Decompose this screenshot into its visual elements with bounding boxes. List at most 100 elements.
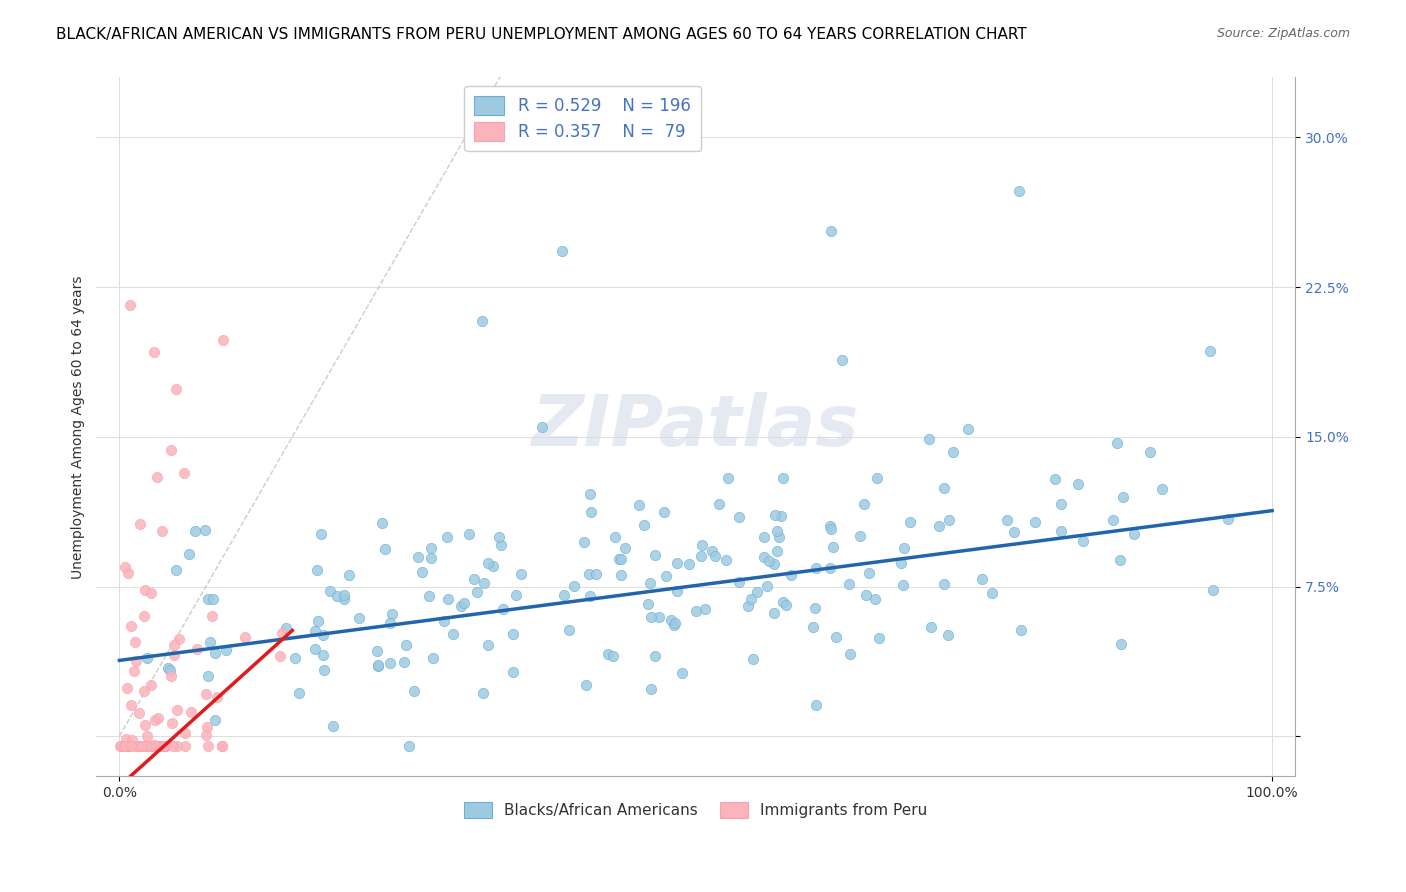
Point xyxy=(489,538,512,552)
Point xyxy=(233,630,256,644)
Point xyxy=(957,422,980,436)
Point xyxy=(820,522,842,536)
Point xyxy=(108,739,131,754)
Point xyxy=(143,345,166,359)
Point xyxy=(1139,445,1161,459)
Point xyxy=(603,530,626,544)
Point xyxy=(305,563,328,577)
Point xyxy=(115,731,138,746)
Point xyxy=(132,609,155,624)
Point xyxy=(125,739,148,754)
Point xyxy=(1202,582,1225,597)
Point xyxy=(163,638,186,652)
Point xyxy=(157,661,180,675)
Point xyxy=(769,508,792,523)
Point xyxy=(1102,513,1125,527)
Point xyxy=(853,497,876,511)
Point xyxy=(184,524,207,538)
Point xyxy=(132,684,155,698)
Point xyxy=(165,382,187,396)
Point xyxy=(179,547,201,561)
Point xyxy=(155,739,177,754)
Point xyxy=(685,604,707,618)
Point xyxy=(804,698,827,713)
Point xyxy=(135,739,157,754)
Point xyxy=(436,530,458,544)
Point xyxy=(159,663,181,677)
Point xyxy=(142,739,165,753)
Point xyxy=(288,686,311,700)
Point xyxy=(707,497,730,511)
Point xyxy=(702,544,724,558)
Point xyxy=(346,781,368,796)
Point xyxy=(763,508,786,522)
Point xyxy=(441,627,464,641)
Point xyxy=(135,739,157,754)
Point xyxy=(472,686,495,700)
Point xyxy=(121,732,143,747)
Point xyxy=(114,739,136,754)
Point xyxy=(134,583,156,598)
Point xyxy=(114,560,136,574)
Point xyxy=(125,654,148,668)
Point xyxy=(936,627,959,641)
Point xyxy=(215,643,238,657)
Point xyxy=(163,648,186,662)
Point xyxy=(610,567,633,582)
Point xyxy=(938,513,960,527)
Point xyxy=(309,526,332,541)
Point xyxy=(378,616,401,631)
Point xyxy=(304,641,326,656)
Point xyxy=(579,505,602,519)
Point xyxy=(752,530,775,544)
Point xyxy=(868,631,890,645)
Point xyxy=(118,739,141,754)
Point xyxy=(775,599,797,613)
Point xyxy=(488,531,510,545)
Point xyxy=(333,588,356,602)
Point xyxy=(920,620,942,634)
Point xyxy=(205,690,228,704)
Point xyxy=(855,588,877,602)
Point xyxy=(311,628,333,642)
Point xyxy=(111,739,134,754)
Point xyxy=(120,739,142,754)
Point xyxy=(553,589,575,603)
Point xyxy=(211,739,233,754)
Point xyxy=(395,638,418,652)
Point xyxy=(772,595,794,609)
Point xyxy=(803,600,825,615)
Point xyxy=(980,586,1002,600)
Point xyxy=(659,613,682,627)
Point xyxy=(934,577,956,591)
Point xyxy=(858,566,880,580)
Point xyxy=(146,711,169,725)
Point xyxy=(665,557,688,571)
Point xyxy=(197,591,219,606)
Point xyxy=(201,609,224,624)
Point xyxy=(128,706,150,721)
Point xyxy=(666,583,689,598)
Point xyxy=(201,591,224,606)
Legend: Blacks/African Americans, Immigrants from Peru: Blacks/African Americans, Immigrants fro… xyxy=(458,797,934,824)
Point xyxy=(768,530,790,544)
Point xyxy=(110,739,132,754)
Point xyxy=(420,550,443,565)
Point xyxy=(558,623,581,637)
Point xyxy=(141,678,163,692)
Point xyxy=(644,548,666,562)
Point xyxy=(269,648,291,663)
Point xyxy=(763,558,786,572)
Point xyxy=(762,607,785,621)
Point xyxy=(366,644,388,658)
Point xyxy=(1049,524,1071,538)
Point xyxy=(173,466,195,480)
Point xyxy=(120,698,142,713)
Point xyxy=(831,352,853,367)
Point xyxy=(893,541,915,555)
Point xyxy=(197,669,219,683)
Point xyxy=(165,564,187,578)
Point xyxy=(690,538,713,552)
Point xyxy=(727,575,749,590)
Point xyxy=(404,683,426,698)
